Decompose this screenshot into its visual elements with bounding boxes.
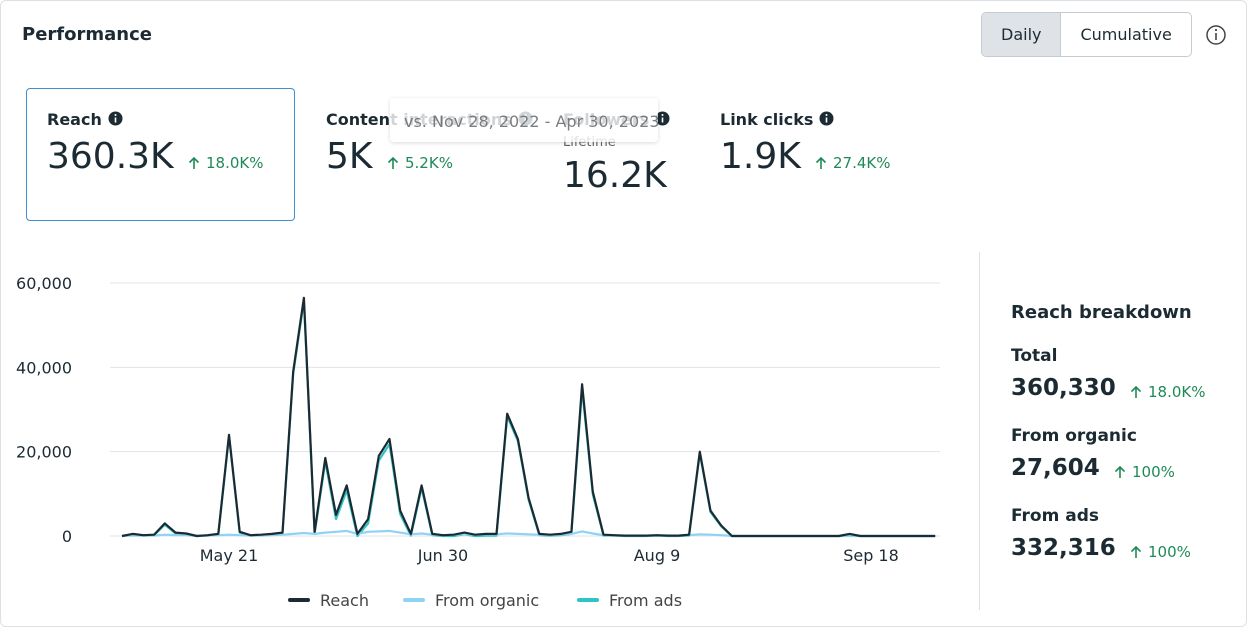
breakdown-change-text: 18.0K% xyxy=(1148,383,1206,401)
breakdown-change-text: 100% xyxy=(1148,543,1191,561)
daily-button[interactable]: Daily xyxy=(982,13,1062,56)
breakdown-label: Total xyxy=(1011,346,1057,366)
breakdown-value-text: 27,604 xyxy=(1011,455,1100,481)
metric-value: 16.2K xyxy=(563,155,667,196)
tooltip-text: vs. Nov 28, 2022 - Apr 30, 2023 xyxy=(404,112,660,131)
up-arrow xyxy=(1130,385,1142,398)
metric-value-text: 16.2K xyxy=(563,155,667,196)
metric-label: Link clicks xyxy=(720,110,834,129)
metric-value-text: 360.3K xyxy=(47,136,174,177)
breakdown-change: 100% xyxy=(1130,543,1191,561)
reach-card[interactable] xyxy=(26,88,295,221)
tooltip xyxy=(390,98,658,142)
breakdown-value: 332,316 xyxy=(1011,535,1116,561)
x-tick-label: May 21 xyxy=(200,546,259,565)
breakdown-label-text: From ads xyxy=(1011,506,1099,526)
info-dot xyxy=(108,111,123,126)
breakdown-value: 27,604 xyxy=(1011,455,1100,481)
breakdown-change-text: 100% xyxy=(1132,463,1175,481)
metric-value: 1.9K xyxy=(720,136,801,177)
metric-change: 18.0K% xyxy=(188,154,264,172)
up-arrow xyxy=(387,156,399,169)
metric-value: 5K xyxy=(326,136,373,177)
metric-label-text: Link clicks xyxy=(720,110,814,129)
breakdown-value-text: 332,316 xyxy=(1011,535,1116,561)
metric-value-text: 5K xyxy=(326,136,373,177)
metric-value-text: 1.9K xyxy=(720,136,801,177)
breakdown-label-text: Total xyxy=(1011,346,1058,366)
info-dot xyxy=(655,111,670,126)
y-tick-label: 60,000 xyxy=(16,274,72,293)
chart: 0 20,000 40,000 60,000 May 21 Jun 30 Aug 9 Sep … xyxy=(16,274,940,610)
metric-label: Reach xyxy=(47,110,123,129)
breakdown-title-text: Reach breakdown xyxy=(1011,302,1192,323)
metric-label-text: Reach xyxy=(47,110,102,129)
metric-change: 5.2K% xyxy=(387,154,453,172)
series-line xyxy=(121,296,936,538)
info-dot xyxy=(819,111,834,126)
legend-label: Reach xyxy=(320,591,369,610)
divider xyxy=(979,252,980,610)
breakdown-label-text: From organic xyxy=(1011,426,1137,446)
breakdown-value-text: 360,330 xyxy=(1011,375,1116,401)
breakdown-change: 18.0K% xyxy=(1130,383,1206,401)
y-tick-label: 40,000 xyxy=(16,358,72,377)
metric-change-text: 5.2K% xyxy=(405,154,453,172)
legend-label: From ads xyxy=(609,591,682,610)
x-tick-label: Jun 30 xyxy=(417,546,468,565)
cumulative-button[interactable]: Cumulative xyxy=(1080,25,1172,44)
metric-change-text: 27.4K% xyxy=(833,154,891,172)
title: Performance xyxy=(22,24,152,45)
x-tick-label: Aug 9 xyxy=(634,546,681,565)
breakdown-label: From organic xyxy=(1011,426,1137,446)
breakdown-value: 360,330 xyxy=(1011,375,1116,401)
y-tick-label: 0 xyxy=(62,527,72,546)
up-arrow xyxy=(188,156,200,169)
legend-label: From organic xyxy=(435,591,539,610)
up-arrow xyxy=(1114,465,1126,478)
toggle: Daily Cumulative xyxy=(981,12,1192,57)
breakdown-change: 100% xyxy=(1114,463,1175,481)
info-icon[interactable] xyxy=(1205,24,1227,46)
metric-value: 360.3K xyxy=(47,136,174,177)
x-tick-label: Sep 18 xyxy=(843,546,899,565)
up-arrow xyxy=(815,156,827,169)
breakdown-title: Reach breakdown xyxy=(1011,302,1192,323)
metric-change-text: 18.0K% xyxy=(206,154,264,172)
y-tick-label: 20,000 xyxy=(16,443,72,462)
up-arrow xyxy=(1130,545,1142,558)
metric-change: 27.4K% xyxy=(815,154,891,172)
breakdown-label: From ads xyxy=(1011,506,1099,526)
